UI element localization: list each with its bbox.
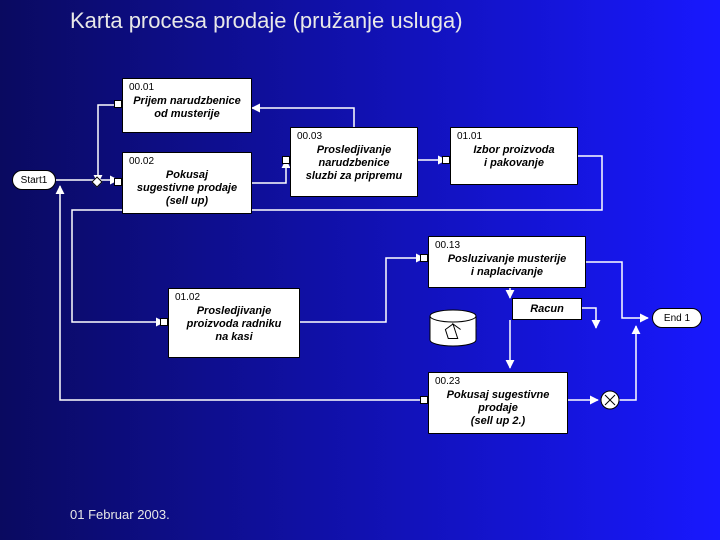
port-4 (160, 318, 168, 326)
edge-6 (300, 258, 424, 322)
port-5 (420, 254, 428, 262)
node-label: Posluzivanje musterije i naplacivanje (448, 253, 567, 279)
port-2 (282, 156, 290, 164)
port-3 (442, 156, 450, 164)
node-code: 00.01 (129, 82, 154, 93)
start-terminal: Start1 (12, 170, 56, 190)
node-label: Prosledjivanje proizvoda radniku na kasi (187, 305, 282, 345)
edges-layer (0, 0, 720, 540)
datastore-icon (430, 310, 476, 346)
node-label: Pokusaj sugestivne prodaje (sell up 2.) (447, 389, 550, 429)
edge-14 (582, 308, 596, 328)
process-node-n0102: 01.02 Prosledjivanje proizvoda radniku na… (168, 288, 300, 358)
gateway-xor (601, 391, 619, 409)
node-code: 01.02 (175, 292, 200, 303)
tag-racun: Racun (512, 298, 582, 320)
node-code: 00.13 (435, 240, 460, 251)
end-terminal: End 1 (652, 308, 702, 328)
process-node-n0001: 00.01 Prijem narudzbenice od musterije (122, 78, 252, 133)
port-6 (420, 396, 428, 404)
node-code: 01.01 (457, 131, 482, 142)
node-label: Prosledjivanje narudzbenice sluzbi za pr… (306, 144, 403, 184)
node-code: 00.23 (435, 376, 460, 387)
process-node-n0101: 01.01 Izbor proizvoda i pakovanje (450, 127, 578, 185)
flowchart-canvas: Start1 End 1 00.01 Prijem narudzbenice od m… (0, 0, 720, 540)
node-label: Pokusaj sugestivne prodaje (sell up) (137, 169, 237, 209)
process-node-n0003: 00.03 Prosledjivanje narudzbenice sluzbi … (290, 127, 418, 197)
port-0 (114, 100, 122, 108)
edge-1 (98, 105, 122, 183)
process-node-n0013: 00.13 Posluzivanje musterije i naplacivan… (428, 236, 586, 288)
slide: Karta procesa prodaje (pružanje usluga) … (0, 0, 720, 540)
node-label: Prijem narudzbenice od musterije (133, 95, 241, 121)
edge-3 (252, 108, 354, 128)
port-1 (114, 178, 122, 186)
edge-12 (618, 326, 636, 400)
node-label: Izbor proizvoda i pakovanje (473, 144, 554, 170)
edge-2 (252, 160, 286, 183)
node-code: 00.03 (297, 131, 322, 142)
process-node-n0002: 00.02 Pokusaj sugestivne prodaje (sell up… (122, 152, 252, 214)
node-code: 00.02 (129, 156, 154, 167)
process-node-n0023: 00.23 Pokusaj sugestivne prodaje (sell up… (428, 372, 568, 434)
